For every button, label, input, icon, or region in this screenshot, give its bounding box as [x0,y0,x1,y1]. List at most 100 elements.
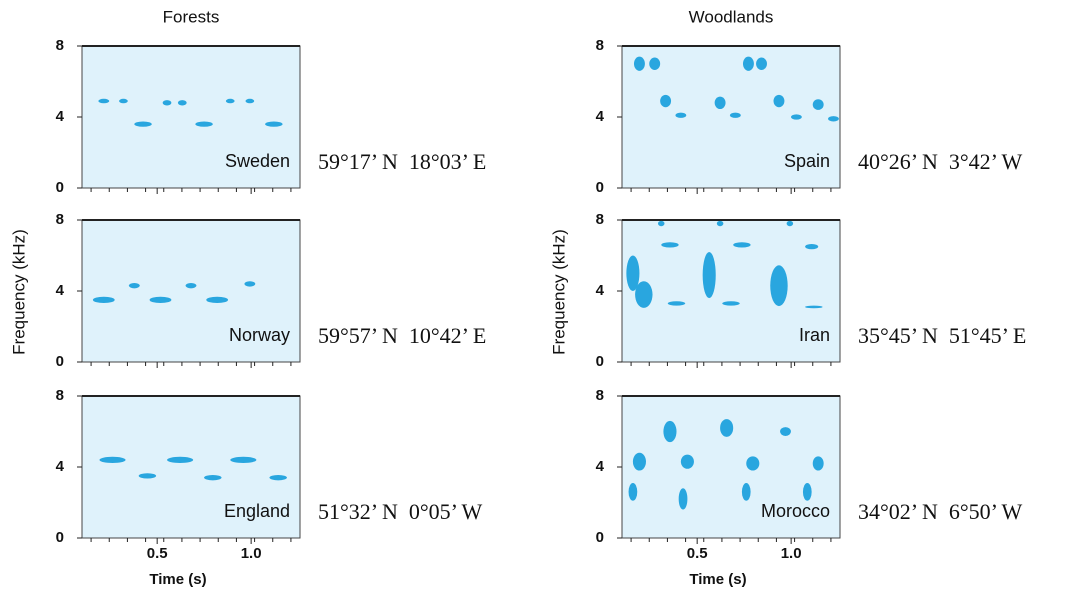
panel: 0 4 8 0.5 1.0 England 51°32’ N 0°05’ W [56,387,483,562]
y-axis-label: Frequency (kHz) [549,229,568,355]
panel-background [81,45,301,189]
syllable [245,98,255,104]
syllable [722,301,740,306]
coordinates: 59°17’ N 18°03’ E [318,149,486,174]
syllable [786,220,794,227]
panel: 0 4 8 Spain 40°26’ N 3°42’ W [596,37,1023,196]
x-tick-label: 0.5 [687,545,708,562]
site-label: England [224,501,290,521]
syllable [98,98,110,104]
site-label: Spain [784,151,830,171]
syllable [628,482,638,501]
syllable [805,305,823,309]
x-tick-label: 1.0 [241,545,262,562]
syllable [733,242,751,248]
y-tick-label: 0 [56,353,64,370]
syllable [680,454,694,469]
y-tick-label: 0 [596,353,604,370]
y-tick-label: 4 [596,458,605,475]
syllable [805,243,819,250]
panel-background [81,395,301,539]
syllable [716,220,724,227]
syllable [741,482,751,501]
syllable [128,283,140,289]
syllable [770,265,788,307]
x-axis-label: Time (s) [149,571,206,588]
y-tick-label: 8 [596,211,604,228]
syllable [177,100,187,106]
syllable [162,100,172,106]
syllable [204,474,222,481]
syllable [269,474,287,481]
syllable [661,242,679,248]
syllable [720,419,734,437]
y-tick-label: 8 [56,37,64,54]
panel: 0 4 8 Sweden 59°17’ N 18°03’ E [56,37,487,196]
syllable [678,488,688,510]
panel: 0 4 8 Iran 35°45’ N 51°45’ E [596,211,1027,370]
coordinates: 59°57’ N 10°42’ E [318,323,486,348]
syllable [138,473,157,479]
syllable [149,296,172,303]
y-tick-label: 8 [56,211,64,228]
y-tick-label: 0 [596,529,604,546]
syllable [635,281,653,308]
syllable [812,456,824,471]
panel: 0 4 8 Norway 59°57’ N 10°42’ E [56,211,487,370]
syllable [714,96,726,110]
panel-background [621,395,841,539]
syllable [742,56,754,71]
syllable [663,420,677,443]
y-tick-label: 4 [56,458,65,475]
syllable [134,121,152,127]
syllable [649,57,661,70]
y-tick-label: 0 [596,179,604,196]
y-tick-label: 0 [56,529,64,546]
syllable [660,94,672,108]
coordinates: 51°32’ N 0°05’ W [318,499,482,524]
y-axis-label: Frequency (kHz) [9,229,28,355]
syllable [812,99,824,110]
syllable [667,301,686,306]
syllable [167,456,194,464]
site-label: Sweden [225,151,290,171]
syllable [185,283,197,289]
y-tick-label: 0 [56,179,64,196]
y-tick-label: 4 [56,282,65,299]
column-title: Forests [163,7,220,26]
syllable [729,112,741,118]
syllable [206,296,229,303]
y-tick-label: 8 [596,387,604,404]
syllable [195,121,213,127]
syllable [675,112,687,118]
syllable [802,482,812,501]
syllable [92,296,115,303]
panel-background [81,219,301,363]
syllable [773,94,785,108]
syllable [632,452,646,471]
syllable [633,56,645,71]
coordinates: 35°45’ N 51°45’ E [858,323,1026,348]
coordinates: 40°26’ N 3°42’ W [858,149,1022,174]
x-tick-label: 0.5 [147,545,168,562]
y-tick-label: 8 [596,37,604,54]
syllable [626,255,640,291]
y-tick-label: 4 [596,108,605,125]
x-axis-label: Time (s) [689,571,746,588]
syllable [225,98,235,104]
column-title: Woodlands [689,7,774,26]
site-label: Iran [799,325,830,345]
syllable [119,98,128,104]
syllable [828,116,839,122]
syllable [657,220,665,227]
syllable [790,114,802,120]
syllable [756,57,767,70]
y-tick-label: 8 [56,387,64,404]
y-tick-label: 4 [56,108,65,125]
syllable [780,427,791,436]
syllable [230,456,257,464]
syllable [746,456,760,471]
x-tick-label: 1.0 [781,545,802,562]
syllable [99,456,126,464]
